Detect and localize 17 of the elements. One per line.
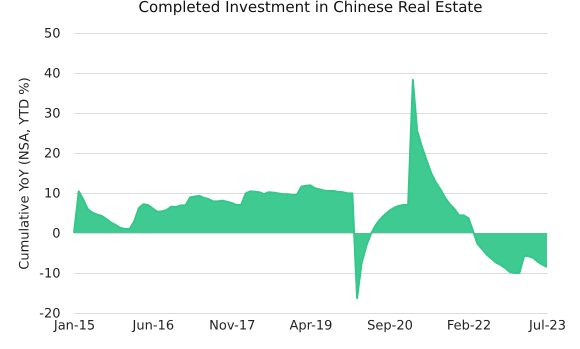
x-tick-label: Feb-22 xyxy=(446,318,492,334)
x-tick-label: Sep-20 xyxy=(367,318,413,334)
y-tick-label: 20 xyxy=(44,146,60,162)
x-tick-label: Apr-19 xyxy=(289,318,332,334)
y-tick-label: -10 xyxy=(39,266,60,282)
y-tick-label: 10 xyxy=(44,186,60,202)
x-tick-label: Jun-16 xyxy=(132,318,174,334)
y-tick-label: -20 xyxy=(39,306,60,322)
y-tick-label: 40 xyxy=(44,66,60,82)
x-tick-label: Jan-15 xyxy=(52,318,96,334)
y-tick-label: 0 xyxy=(52,226,60,242)
x-tick-label: Jul-23 xyxy=(528,318,566,334)
y-tick-label: 30 xyxy=(44,106,60,122)
chart-title: Completed Investment in Chinese Real Estate xyxy=(138,0,483,16)
x-tick-label: Nov-17 xyxy=(209,318,256,334)
y-tick-label: 50 xyxy=(44,26,60,42)
y-axis-title: Cumulative YoY (NSA, YTD %) xyxy=(17,77,32,270)
